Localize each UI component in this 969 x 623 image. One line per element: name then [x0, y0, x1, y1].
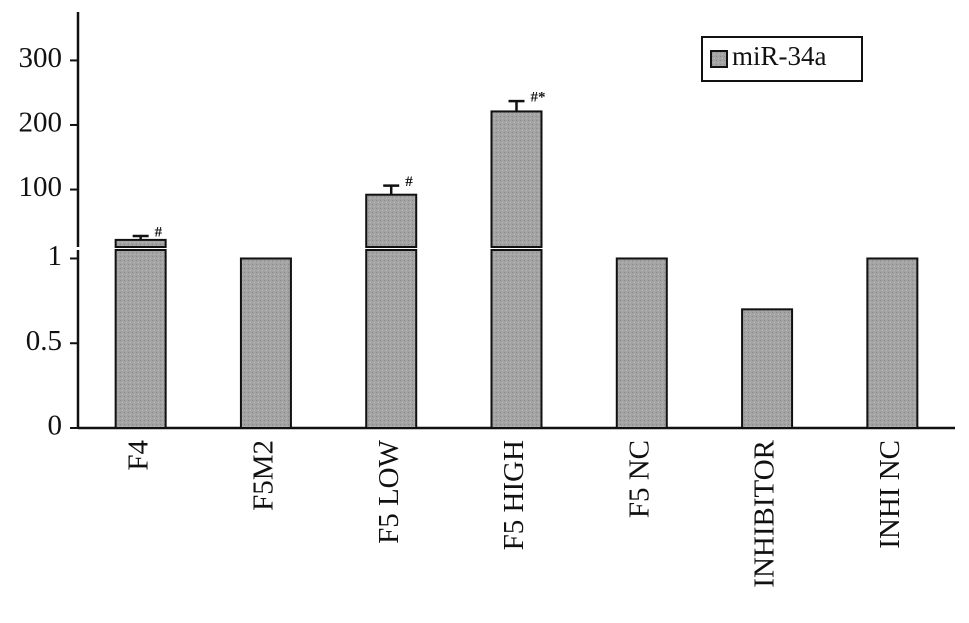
x-tick-label: F5 HIGH: [498, 440, 530, 550]
legend: miR-34a: [701, 36, 863, 82]
annotation: #: [405, 174, 413, 190]
bar: [615, 257, 668, 429]
x-tick-label: INHI NC: [874, 440, 906, 549]
error-bar: [132, 234, 149, 240]
error-bar: [508, 99, 525, 112]
annotation: #: [155, 224, 163, 240]
y-tick-label: 200: [19, 107, 63, 139]
bar: [741, 308, 794, 430]
error-bar: [383, 184, 400, 195]
x-tick-label: F5 LOW: [373, 439, 405, 544]
y-tick-label: 0.5: [26, 325, 62, 357]
bar: [490, 249, 543, 429]
bar: [866, 257, 919, 429]
bar: [114, 249, 167, 429]
bar-upper: [490, 110, 543, 248]
y-tick-label: 300: [19, 42, 63, 74]
bar: [365, 249, 418, 429]
legend-box: [701, 36, 863, 82]
y-tick-label: 0: [48, 410, 63, 442]
x-tick-label: F5 NC: [623, 440, 655, 518]
x-tick-label: INHIBITOR: [749, 439, 781, 587]
bar: [239, 257, 292, 429]
annotation: #*: [531, 90, 546, 106]
legend-swatch: [710, 50, 728, 68]
x-tick-label: F4: [122, 440, 154, 471]
y-tick-label: 100: [19, 171, 63, 203]
legend-label: miR-34a: [732, 41, 827, 71]
y-tick-label: 1: [48, 240, 63, 272]
bar-upper: [114, 238, 167, 248]
x-tick-label: F5M2: [248, 440, 280, 511]
bar-upper: [365, 193, 418, 248]
